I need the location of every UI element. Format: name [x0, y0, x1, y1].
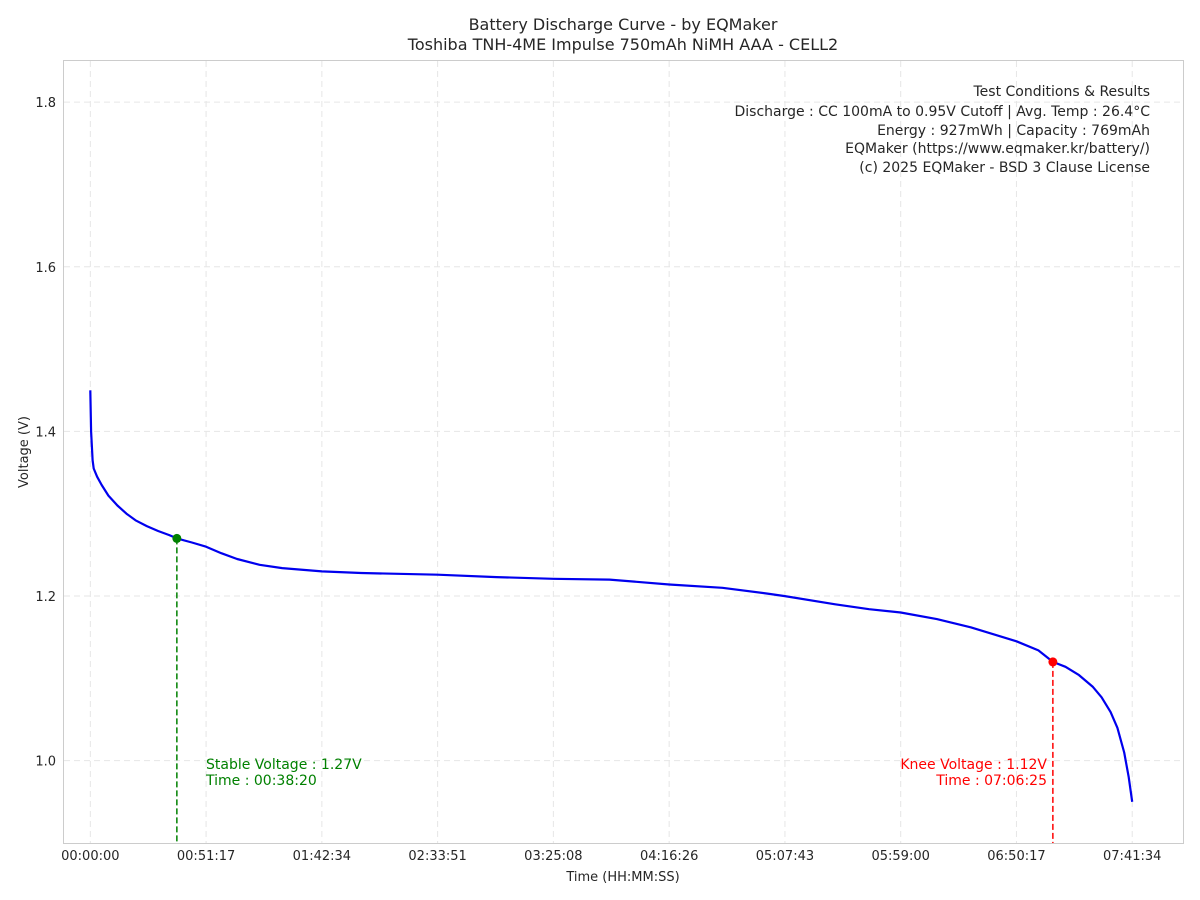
- y-tick-labels: 1.0 1.2 1.4 1.6 1.8: [35, 96, 56, 770]
- x-tick-label: 05:59:00: [871, 849, 929, 864]
- info-line-4: EQMaker (https://www.eqmaker.kr/battery/…: [845, 141, 1150, 157]
- chart-subtitle: Toshiba TNH-4ME Impulse 750mAh NiMH AAA …: [407, 35, 838, 54]
- info-line-3: Energy : 927mWh | Capacity : 769mAh: [877, 123, 1150, 139]
- x-tick-label: 05:07:43: [756, 849, 814, 864]
- info-line-1: Test Conditions & Results: [973, 84, 1151, 100]
- point-markers: [172, 533, 1058, 843]
- y-axis-label: Voltage (V): [17, 416, 32, 488]
- grid: [64, 61, 1183, 843]
- y-tick-label: 1.2: [35, 590, 56, 605]
- y-tick-label: 1.4: [35, 425, 56, 440]
- info-line-2: Discharge : CC 100mA to 0.95V Cutoff | A…: [734, 104, 1150, 120]
- x-tick-labels: 00:00:00 00:51:17 01:42:34 02:33:51 03:25:08…: [61, 849, 1161, 864]
- x-tick-label: 07:41:34: [1103, 849, 1161, 864]
- x-tick-label: 00:51:17: [177, 849, 235, 864]
- knee-annotation: Knee Voltage : 1.12V Time : 07:06:25: [900, 757, 1047, 789]
- y-tick-label: 1.0: [35, 755, 56, 770]
- y-tick-label: 1.6: [35, 261, 56, 276]
- x-tick-label: 01:42:34: [293, 849, 351, 864]
- knee-voltage-label: Knee Voltage : 1.12V: [900, 757, 1047, 773]
- discharge-line: [89, 390, 1134, 802]
- x-axis-label: Time (HH:MM:SS): [565, 870, 679, 885]
- info-line-5: (c) 2025 EQMaker - BSD 3 Clause License: [859, 160, 1150, 176]
- x-tick-label: 04:16:26: [640, 849, 698, 864]
- info-box: Test Conditions & Results Discharge : CC…: [734, 84, 1150, 176]
- stable-voltage-marker: [172, 533, 182, 543]
- x-tick-label: 00:00:00: [61, 849, 119, 864]
- stable-annotation: Stable Voltage : 1.27V Time : 00:38:20: [205, 757, 362, 789]
- x-tick-label: 03:25:08: [524, 849, 582, 864]
- plot-frame: [63, 60, 1184, 844]
- knee-voltage-marker: [1048, 657, 1058, 667]
- y-tick-label: 1.8: [35, 96, 56, 111]
- series-lines: [89, 390, 1134, 802]
- x-tick-label: 02:33:51: [408, 849, 466, 864]
- knee-time-label: Time : 07:06:25: [935, 773, 1047, 789]
- stable-time-label: Time : 00:38:20: [205, 773, 317, 789]
- chart-title: Battery Discharge Curve - by EQMaker: [469, 15, 778, 34]
- stable-voltage-label: Stable Voltage : 1.27V: [206, 757, 362, 773]
- x-tick-label: 06:50:17: [987, 849, 1045, 864]
